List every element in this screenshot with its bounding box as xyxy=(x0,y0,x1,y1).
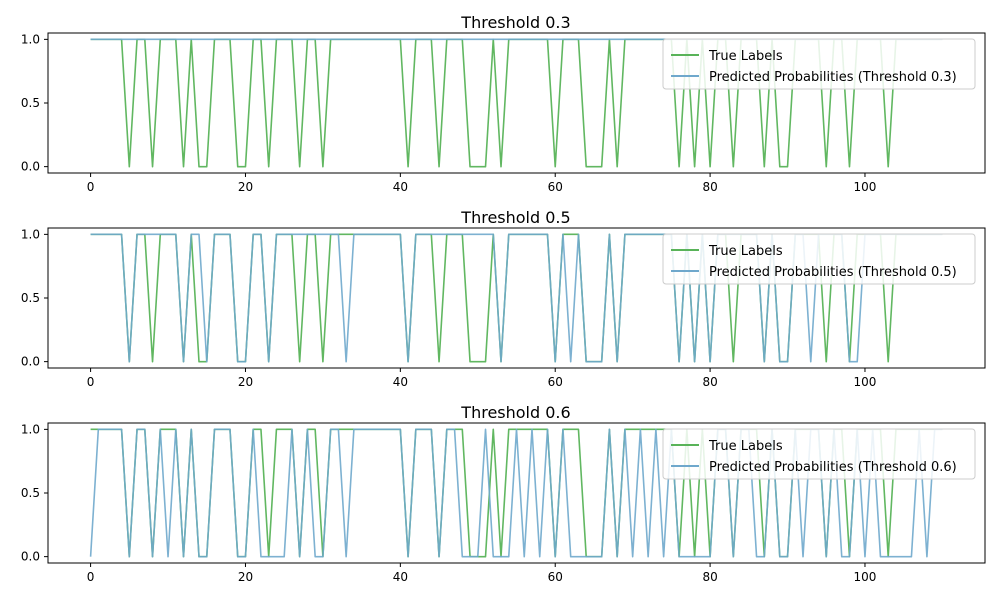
x-tick-label: 80 xyxy=(702,570,717,584)
x-tick-label: 40 xyxy=(393,180,408,194)
legend: True Labels Predicted Probabilities (Thre… xyxy=(662,38,976,90)
y-tick-label: 1.0 xyxy=(21,422,40,436)
x-tick-label: 20 xyxy=(238,180,253,194)
predicted-probabilities-line xyxy=(89,428,943,558)
subplot-1: Threshold 0.3 0 20 40 60 80 100 0.0 0.5 1.0 True … xyxy=(21,13,986,194)
y-tick-label: 0.5 xyxy=(21,291,40,305)
legend-label: True Labels xyxy=(708,49,783,64)
subplot-2: Threshold 0.5 0 20 40 60 80 100 0.0 0.5 1.0 True … xyxy=(21,208,986,389)
x-tick-label: 80 xyxy=(702,180,717,194)
x-tick-label: 100 xyxy=(854,570,877,584)
legend-label: True Labels xyxy=(708,244,783,259)
legend-box xyxy=(662,233,976,285)
subplot-3: Threshold 0.6 0 20 40 60 80 100 0.0 0.5 1.0 True … xyxy=(21,403,986,584)
y-tick-label: 0.0 xyxy=(21,355,40,369)
plot-area: 0 20 40 60 80 100 0.0 0.5 1.0 True Labels Predicte… xyxy=(21,227,986,389)
x-tick-label: 20 xyxy=(238,375,253,389)
y-tick-label: 0.0 xyxy=(21,550,40,564)
plot-area: 0 20 40 60 80 100 0.0 0.5 1.0 True Labels Predicte… xyxy=(21,422,986,584)
x-tick-label: 100 xyxy=(854,375,877,389)
legend-label: Predicted Probabilities (Threshold 0.6) xyxy=(709,460,957,475)
y-tick-label: 1.0 xyxy=(21,32,40,46)
x-tick-label: 60 xyxy=(548,180,563,194)
y-tick-label: 0.5 xyxy=(21,96,40,110)
legend: True Labels Predicted Probabilities (Thre… xyxy=(662,233,976,285)
x-tick-label: 40 xyxy=(393,375,408,389)
legend-label: True Labels xyxy=(708,439,783,454)
subplot-title: Threshold 0.5 xyxy=(460,208,570,227)
plot-area: 0 20 40 60 80 100 0.0 0.5 1.0 True Labels Predicte… xyxy=(21,32,986,194)
y-tick-label: 0.0 xyxy=(21,160,40,174)
legend-box xyxy=(662,428,976,480)
legend-box xyxy=(662,38,976,90)
x-tick-label: 80 xyxy=(702,375,717,389)
x-tick-label: 0 xyxy=(87,180,95,194)
legend-label: Predicted Probabilities (Threshold 0.3) xyxy=(709,70,957,85)
legend-label: Predicted Probabilities (Threshold 0.5) xyxy=(709,265,957,280)
x-tick-label: 100 xyxy=(854,180,877,194)
x-tick-label: 40 xyxy=(393,570,408,584)
y-tick-label: 0.5 xyxy=(21,486,40,500)
x-tick-label: 60 xyxy=(548,570,563,584)
subplot-title: Threshold 0.6 xyxy=(460,403,570,422)
legend: True Labels Predicted Probabilities (Thre… xyxy=(662,428,976,480)
y-tick-label: 1.0 xyxy=(21,227,40,241)
subplot-title: Threshold 0.3 xyxy=(460,13,570,32)
x-tick-label: 20 xyxy=(238,570,253,584)
x-tick-label: 0 xyxy=(87,570,95,584)
x-tick-label: 0 xyxy=(87,375,95,389)
x-tick-label: 60 xyxy=(548,375,563,389)
